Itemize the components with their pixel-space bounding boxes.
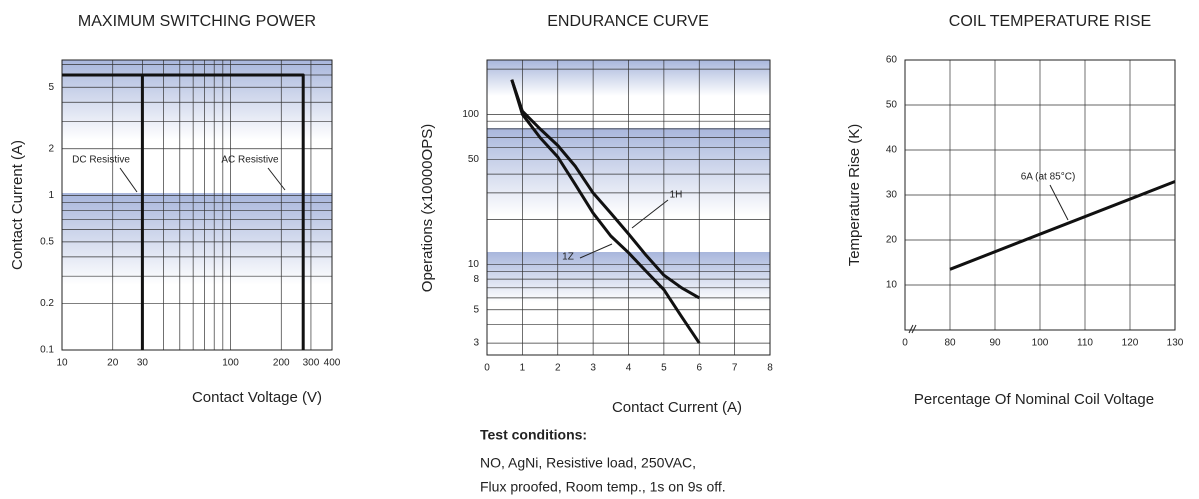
leader-line (1049, 184, 1069, 221)
chart-title: ENDURANCE CURVE (547, 13, 709, 30)
y-tick-label: 10 (468, 259, 480, 270)
x-tick-label: 300 (303, 358, 320, 369)
x-tick-label: 400 (324, 358, 341, 369)
y-tick-label: 60 (886, 55, 898, 66)
chart-title: MAXIMUM SWITCHING POWER (78, 13, 316, 30)
band (62, 60, 332, 140)
x-tick-label: 5 (661, 363, 667, 374)
series-label: AC Resistive (221, 155, 279, 166)
y-tick-label: 10 (886, 280, 898, 291)
leader-line (579, 243, 613, 259)
y-tick-label: 8 (473, 274, 479, 285)
series-line (510, 79, 701, 300)
x-tick-label: 30 (137, 358, 149, 369)
y-tick-label: 0.2 (40, 298, 54, 309)
series-line (62, 73, 305, 350)
series-label: 1Z (562, 252, 574, 263)
chart-title: COIL TEMPERATURE RISE (949, 13, 1151, 30)
notes-title: Test conditions: (480, 427, 587, 443)
x-axis-label: Percentage Of Nominal Coil Voltage (914, 391, 1154, 408)
series-label: DC Resistive (72, 155, 130, 166)
plot-frame (486, 59, 771, 356)
x-tick-label: 120 (1122, 338, 1139, 349)
plot-frame (904, 59, 1176, 331)
series-line (949, 180, 1176, 271)
x-tick-label: 130 (1167, 338, 1184, 349)
series-label: 6A (at 85°C) (1021, 172, 1076, 183)
x-tick-label: 80 (944, 338, 956, 349)
y-tick-label: 20 (886, 235, 898, 246)
series-label: 1H (670, 190, 683, 201)
x-tick-label: 10 (56, 358, 68, 369)
x-tick-label: 1 (520, 363, 526, 374)
axis-break (911, 324, 917, 334)
leader-line (267, 167, 286, 191)
x-axis-label: Contact Voltage (V) (192, 389, 322, 406)
y-axis-label: Temperature Rise (K) (846, 124, 863, 267)
y-axis-label: Operations (x10000OPS) (419, 124, 436, 292)
x-tick-label: 90 (989, 338, 1001, 349)
y-tick-label: 50 (886, 100, 898, 111)
leaders (119, 167, 1069, 334)
y-axis-label: Contact Current (A) (9, 140, 26, 270)
x-tick-label: 100 (222, 358, 239, 369)
x-tick-label: 7 (732, 363, 738, 374)
x-axis-label: Contact Current (A) (612, 399, 742, 416)
leader-line (119, 167, 138, 193)
y-tick-label: 50 (468, 154, 480, 165)
y-tick-label: 3 (473, 338, 479, 349)
leader-line (631, 199, 669, 229)
y-tick-label: 0.5 (40, 237, 54, 248)
x-tick-label: 20 (107, 358, 119, 369)
x-tick-label: 4 (626, 363, 632, 374)
x-tick-label: 100 (1032, 338, 1049, 349)
y-tick-label: 1 (48, 190, 54, 201)
x-tick-label: 3 (590, 363, 596, 374)
y-tick-label: 2 (48, 143, 54, 154)
axis-break (908, 324, 914, 334)
plot-frame (61, 59, 333, 351)
notes-line: NO, AgNi, Resistive load, 250VAC, (480, 455, 696, 471)
x-tick-label: 0 (902, 338, 908, 349)
band (62, 193, 332, 285)
x-tick-label: 110 (1077, 338, 1093, 349)
x-tick-label: 0 (484, 363, 490, 374)
y-tick-label: 5 (473, 304, 479, 315)
x-tick-label: 8 (767, 363, 773, 374)
x-tick-label: 2 (555, 363, 561, 374)
y-tick-label: 100 (462, 109, 479, 120)
notes-line: Flux proofed, Room temp., 1s on 9s off. (480, 479, 726, 495)
y-tick-label: 0.1 (40, 345, 54, 356)
series-line (510, 79, 701, 344)
y-tick-label: 5 (48, 82, 54, 93)
y-tick-label: 40 (886, 145, 898, 156)
y-tick-label: 30 (886, 190, 898, 201)
x-tick-label: 6 (696, 363, 702, 374)
x-tick-label: 200 (273, 358, 290, 369)
